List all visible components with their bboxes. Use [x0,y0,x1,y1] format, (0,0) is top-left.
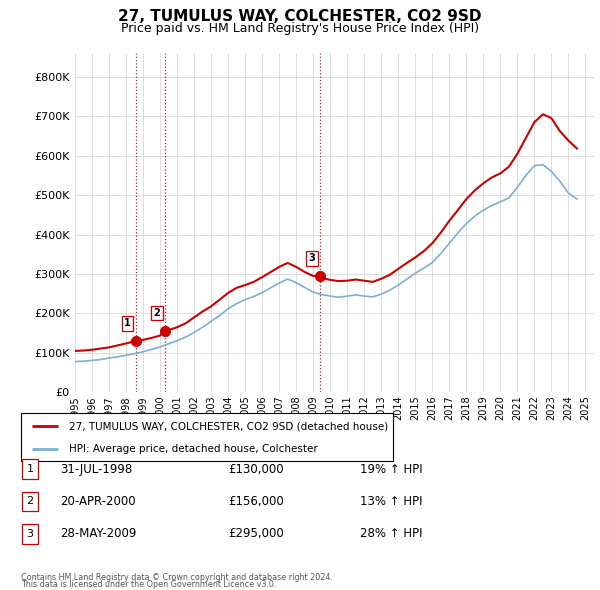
Text: 13% ↑ HPI: 13% ↑ HPI [360,495,422,508]
Text: 1: 1 [124,319,131,328]
Text: 1: 1 [26,464,34,474]
Text: This data is licensed under the Open Government Licence v3.0.: This data is licensed under the Open Gov… [21,581,277,589]
Text: 28-MAY-2009: 28-MAY-2009 [60,527,136,540]
Text: 28% ↑ HPI: 28% ↑ HPI [360,527,422,540]
Text: HPI: Average price, detached house, Colchester: HPI: Average price, detached house, Colc… [70,444,318,454]
Text: 27, TUMULUS WAY, COLCHESTER, CO2 9SD (detached house): 27, TUMULUS WAY, COLCHESTER, CO2 9SD (de… [70,421,389,431]
Text: 31-JUL-1998: 31-JUL-1998 [60,463,132,476]
Text: 27, TUMULUS WAY, COLCHESTER, CO2 9SD: 27, TUMULUS WAY, COLCHESTER, CO2 9SD [118,9,482,24]
Text: £130,000: £130,000 [228,463,284,476]
Text: Price paid vs. HM Land Registry's House Price Index (HPI): Price paid vs. HM Land Registry's House … [121,22,479,35]
Text: 19% ↑ HPI: 19% ↑ HPI [360,463,422,476]
Text: 3: 3 [308,253,315,263]
Text: 3: 3 [26,529,34,539]
Text: Contains HM Land Registry data © Crown copyright and database right 2024.: Contains HM Land Registry data © Crown c… [21,573,333,582]
Text: 20-APR-2000: 20-APR-2000 [60,495,136,508]
Text: 2: 2 [26,497,34,506]
Text: 2: 2 [154,308,160,318]
Text: £295,000: £295,000 [228,527,284,540]
Text: £156,000: £156,000 [228,495,284,508]
